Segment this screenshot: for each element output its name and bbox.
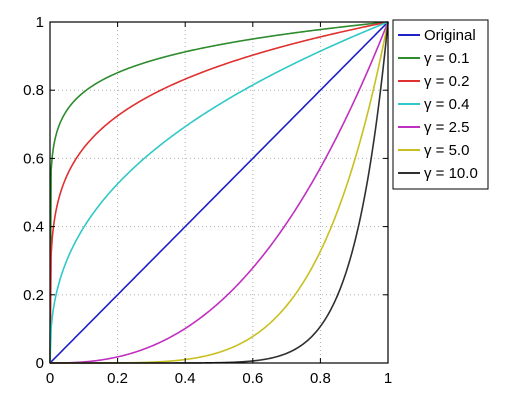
x-tick-label: 0.4 bbox=[175, 370, 196, 387]
x-tick-label: 0.8 bbox=[310, 370, 331, 387]
series-line-4 bbox=[50, 21, 389, 364]
series-lines bbox=[49, 21, 389, 364]
y-tick-label: 0.2 bbox=[23, 287, 44, 304]
y-tick-label: 0.4 bbox=[23, 219, 44, 236]
legend-label: γ = 5.0 bbox=[424, 142, 469, 159]
y-tick-label: 0.6 bbox=[23, 150, 44, 167]
series-line-2 bbox=[49, 21, 389, 364]
series-line-3 bbox=[49, 21, 389, 364]
series-line-1 bbox=[49, 21, 389, 364]
x-tick-label: 1 bbox=[384, 370, 392, 387]
series-line-0 bbox=[49, 21, 389, 364]
legend-label: γ = 2.5 bbox=[424, 119, 469, 136]
plot-frame bbox=[49, 21, 389, 364]
legend-label: γ = 0.4 bbox=[424, 96, 469, 113]
x-tick-label: 0 bbox=[46, 370, 54, 387]
x-tick-label: 0.6 bbox=[242, 370, 263, 387]
legend-label: γ = 10.0 bbox=[424, 165, 478, 182]
legend-label: γ = 0.2 bbox=[424, 73, 469, 90]
legend-label: Original bbox=[424, 27, 476, 44]
legend: Original γ = 0.1 γ = 0.2 γ = 0.4 γ = 2.5 γ = … bbox=[392, 19, 489, 190]
axis-ticks: 0 0.2 0.4 0.6 0.8 1 0 0.2 0.4 0.6 0.8 1 bbox=[23, 14, 392, 387]
y-tick-label: 0.8 bbox=[23, 82, 44, 99]
y-tick-label: 1 bbox=[36, 14, 44, 31]
y-tick-label: 0 bbox=[36, 355, 44, 372]
x-tick-label: 0.2 bbox=[107, 370, 128, 387]
legend-label: γ = 0.1 bbox=[424, 50, 469, 67]
